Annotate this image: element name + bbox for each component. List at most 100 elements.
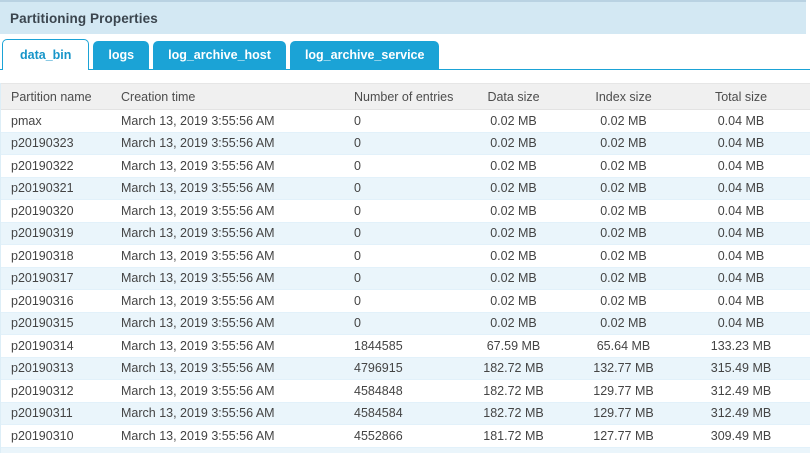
table-row: p20190319 March 13, 2019 3:55:56 AM 0 0.02 … (1, 222, 810, 245)
cell-index-size: 0.02 MB (576, 132, 686, 155)
cell-data-size: 182.72 MB (466, 357, 576, 380)
cell-partition-name: p20190320 (1, 199, 111, 223)
cell-creation-time: March 13, 2019 3:55:56 AM (111, 379, 346, 403)
cell-total-size: 0.04 MB (686, 177, 810, 200)
cell-index-size: 0.02 MB (576, 289, 686, 313)
cell-number-of-entries: 0 (346, 289, 466, 313)
partitions-table: Partition name Creation time Number of ent… (1, 83, 810, 448)
cell-total-size: 312.49 MB (686, 402, 810, 425)
cell-index-size: 0.02 MB (576, 222, 686, 245)
cell-number-of-entries: 0 (346, 132, 466, 155)
table-row: p20190314 March 13, 2019 3:55:56 AM 184458… (1, 334, 810, 358)
column-header-index-size: Index size (576, 83, 686, 110)
table-row: p20190315 March 13, 2019 3:55:56 AM 0 0.02 … (1, 312, 810, 335)
table-row: p20190323 March 13, 2019 3:55:56 AM 0 0.02 … (1, 132, 810, 155)
column-header-partition-name: Partition name (1, 83, 111, 110)
tab-logs[interactable]: logs (93, 41, 150, 69)
cell-data-size: 0.02 MB (466, 289, 576, 313)
panel-title: Partitioning Properties (10, 10, 158, 26)
cell-index-size: 132.77 MB (576, 357, 686, 380)
cell-creation-time: March 13, 2019 3:55:56 AM (111, 132, 346, 155)
cell-creation-time: March 13, 2019 3:55:56 AM (111, 357, 346, 380)
panel-header: Partitioning Properties (0, 0, 806, 34)
cell-partition-name: p20190311 (1, 402, 111, 425)
cell-number-of-entries: 4796915 (346, 357, 466, 380)
cell-partition-name: p20190314 (1, 334, 111, 358)
column-header-number-of-entries: Number of entries (346, 83, 466, 110)
cell-index-size: 127.77 MB (576, 424, 686, 448)
cell-index-size: 0.02 MB (576, 267, 686, 290)
cell-data-size: 0.02 MB (466, 222, 576, 245)
table-row: p20190310 March 13, 2019 3:55:56 AM 455286… (1, 424, 810, 448)
cell-creation-time: March 13, 2019 3:55:56 AM (111, 177, 346, 200)
cell-creation-time: March 13, 2019 3:55:56 AM (111, 267, 346, 290)
cell-index-size: 0.02 MB (576, 154, 686, 178)
cell-partition-name: p20190317 (1, 267, 111, 290)
partitions-table-wrap: Partition name Creation time Number of ent… (0, 83, 810, 453)
cell-number-of-entries: 0 (346, 154, 466, 178)
cell-creation-time: March 13, 2019 3:55:56 AM (111, 289, 346, 313)
cell-number-of-entries: 0 (346, 312, 466, 335)
cell-number-of-entries: 0 (346, 199, 466, 223)
cell-partition-name: p20190310 (1, 424, 111, 448)
cell-creation-time: March 13, 2019 3:55:56 AM (111, 109, 346, 133)
cell-creation-time: March 13, 2019 3:55:56 AM (111, 424, 346, 448)
tab-log_archive_service[interactable]: log_archive_service (289, 41, 440, 69)
cell-partition-name: p20190313 (1, 357, 111, 380)
cell-creation-time: March 13, 2019 3:55:56 AM (111, 334, 346, 358)
cell-partition-name: pmax (1, 109, 111, 133)
cell-data-size: 0.02 MB (466, 312, 576, 335)
cell-total-size: 0.04 MB (686, 132, 810, 155)
cell-data-size: 0.02 MB (466, 132, 576, 155)
cell-total-size: 0.04 MB (686, 154, 810, 178)
cell-data-size: 0.02 MB (466, 267, 576, 290)
table-row: pmax March 13, 2019 3:55:56 AM 0 0.02 MB 0.0… (1, 109, 810, 133)
cell-total-size: 0.04 MB (686, 109, 810, 133)
cell-creation-time: March 13, 2019 3:55:56 AM (111, 199, 346, 223)
cell-total-size: 309.49 MB (686, 424, 810, 448)
cell-partition-name: p20190321 (1, 177, 111, 200)
table-row: p20190316 March 13, 2019 3:55:56 AM 0 0.02 … (1, 289, 810, 313)
tab-data_bin[interactable]: data_bin (2, 39, 90, 70)
column-header-creation-time: Creation time (111, 83, 346, 110)
cell-total-size: 0.04 MB (686, 289, 810, 313)
table-row: p20190320 March 13, 2019 3:55:56 AM 0 0.02 … (1, 199, 810, 223)
cell-creation-time: March 13, 2019 3:55:56 AM (111, 154, 346, 178)
tab-log_archive_host[interactable]: log_archive_host (153, 41, 286, 69)
cell-partition-name: p20190318 (1, 244, 111, 268)
cell-data-size: 0.02 MB (466, 199, 576, 223)
partial-next-row (1, 447, 810, 453)
cell-number-of-entries: 4552866 (346, 424, 466, 448)
cell-partition-name: p20190316 (1, 289, 111, 313)
cell-creation-time: March 13, 2019 3:55:56 AM (111, 244, 346, 268)
cell-number-of-entries: 0 (346, 109, 466, 133)
table-row: p20190311 March 13, 2019 3:55:56 AM 458458… (1, 402, 810, 425)
cell-total-size: 0.04 MB (686, 222, 810, 245)
cell-data-size: 67.59 MB (466, 334, 576, 358)
cell-partition-name: p20190315 (1, 312, 111, 335)
cell-data-size: 0.02 MB (466, 177, 576, 200)
cell-index-size: 65.64 MB (576, 334, 686, 358)
cell-index-size: 129.77 MB (576, 379, 686, 403)
cell-index-size: 0.02 MB (576, 109, 686, 133)
cell-total-size: 0.04 MB (686, 199, 810, 223)
cell-number-of-entries: 4584584 (346, 402, 466, 425)
cell-data-size: 0.02 MB (466, 244, 576, 268)
cell-number-of-entries: 0 (346, 177, 466, 200)
table-row: p20190317 March 13, 2019 3:55:56 AM 0 0.02 … (1, 267, 810, 290)
cell-partition-name: p20190323 (1, 132, 111, 155)
cell-data-size: 181.72 MB (466, 424, 576, 448)
cell-data-size: 182.72 MB (466, 379, 576, 403)
cell-number-of-entries: 0 (346, 244, 466, 268)
cell-total-size: 133.23 MB (686, 334, 810, 358)
cell-index-size: 0.02 MB (576, 199, 686, 223)
cell-total-size: 0.04 MB (686, 244, 810, 268)
column-header-total-size: Total size (686, 83, 810, 110)
cell-data-size: 182.72 MB (466, 402, 576, 425)
cell-number-of-entries: 0 (346, 267, 466, 290)
cell-total-size: 0.04 MB (686, 312, 810, 335)
cell-data-size: 0.02 MB (466, 109, 576, 133)
cell-partition-name: p20190322 (1, 154, 111, 178)
cell-index-size: 0.02 MB (576, 312, 686, 335)
table-row: p20190313 March 13, 2019 3:55:56 AM 479691… (1, 357, 810, 380)
